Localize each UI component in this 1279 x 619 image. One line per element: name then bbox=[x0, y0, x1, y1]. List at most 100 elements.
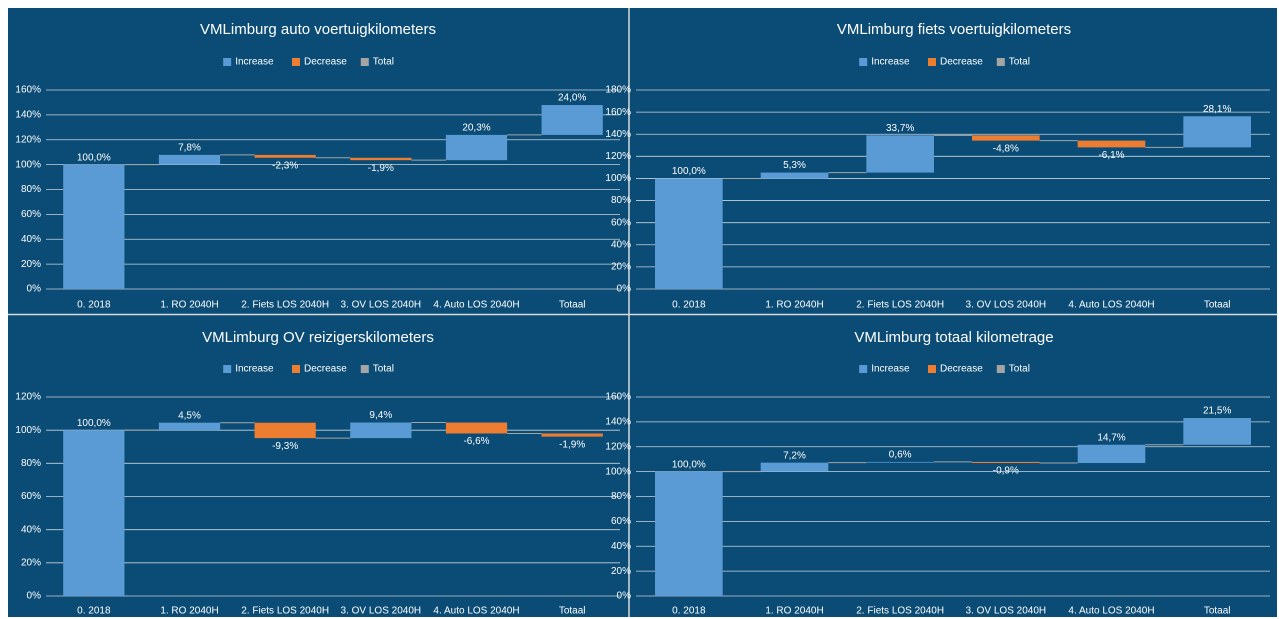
y-tick-label: 120% bbox=[15, 134, 41, 145]
bar bbox=[760, 462, 829, 472]
x-tick-label: 2. Fiets LOS 2040H bbox=[856, 300, 944, 311]
x-tick-label: 0. 2018 bbox=[77, 606, 111, 617]
y-tick-label: 20% bbox=[611, 262, 631, 273]
value-label: 100,0% bbox=[77, 418, 111, 429]
y-tick-label: 80% bbox=[21, 184, 41, 195]
legend-swatch bbox=[928, 365, 936, 373]
legend-label: Decrease bbox=[304, 57, 347, 68]
value-label: 5,3% bbox=[783, 160, 806, 171]
bar bbox=[158, 422, 221, 431]
legend-label: Total bbox=[1009, 57, 1030, 68]
legend-label: Total bbox=[1009, 364, 1030, 375]
legend-swatch bbox=[996, 365, 1005, 373]
bar bbox=[655, 471, 723, 596]
y-tick-label: 0% bbox=[617, 591, 632, 602]
y-tick-label: 80% bbox=[21, 458, 41, 469]
x-tick-label: 1. RO 2040H bbox=[765, 300, 823, 311]
y-tick-label: 140% bbox=[605, 129, 631, 140]
x-tick-label: Totaal bbox=[559, 300, 586, 311]
y-tick-label: 0% bbox=[27, 284, 42, 295]
bar bbox=[866, 135, 934, 173]
legend-label: Decrease bbox=[304, 364, 347, 375]
legend-swatch bbox=[360, 365, 369, 373]
legend-swatch bbox=[859, 365, 868, 373]
value-label: 21,5% bbox=[1203, 406, 1231, 417]
y-tick-label: 60% bbox=[21, 491, 41, 502]
y-tick-label: 140% bbox=[605, 417, 631, 428]
value-label: 100,0% bbox=[672, 459, 706, 470]
legend-swatch bbox=[292, 58, 300, 66]
legend-label: Increase bbox=[871, 57, 910, 68]
x-tick-label: 3. OV LOS 2040H bbox=[966, 606, 1047, 617]
x-tick-label: Totaal bbox=[1204, 606, 1231, 617]
x-tick-label: 0. 2018 bbox=[77, 300, 111, 311]
bar bbox=[158, 154, 221, 165]
y-tick-label: 20% bbox=[21, 259, 41, 270]
legend-swatch bbox=[928, 58, 936, 66]
value-label: -9,3% bbox=[272, 441, 298, 452]
legend-swatch bbox=[996, 58, 1005, 66]
legend-label: Increase bbox=[235, 57, 274, 68]
y-tick-label: 120% bbox=[605, 151, 631, 162]
legend-label: Total bbox=[373, 364, 394, 375]
legend-swatch bbox=[223, 365, 232, 373]
y-tick-label: 100% bbox=[15, 159, 41, 170]
bar bbox=[541, 105, 603, 135]
y-tick-label: 40% bbox=[21, 234, 41, 245]
bar bbox=[350, 422, 412, 439]
value-label: 7,2% bbox=[783, 450, 806, 461]
bar bbox=[1077, 444, 1146, 464]
x-tick-label: Totaal bbox=[559, 606, 586, 617]
y-tick-label: 40% bbox=[611, 239, 631, 250]
x-tick-label: 3. OV LOS 2040H bbox=[966, 300, 1047, 311]
legend-label: Increase bbox=[871, 364, 910, 375]
value-label: -2,3% bbox=[272, 160, 298, 171]
value-label: 28,1% bbox=[1203, 104, 1231, 115]
x-tick-label: 1. RO 2040H bbox=[765, 606, 823, 617]
y-tick-label: 160% bbox=[15, 85, 41, 96]
bar bbox=[63, 164, 125, 289]
legend-swatch bbox=[859, 58, 868, 66]
value-label: -6,1% bbox=[1098, 150, 1124, 161]
y-tick-label: 60% bbox=[611, 516, 631, 527]
value-label: 4,5% bbox=[178, 410, 201, 421]
y-tick-label: 80% bbox=[611, 491, 631, 502]
y-tick-label: 20% bbox=[611, 566, 631, 577]
bar bbox=[254, 154, 316, 158]
bar bbox=[760, 172, 829, 179]
value-label: 24,0% bbox=[558, 93, 586, 104]
bar bbox=[63, 430, 125, 596]
x-tick-label: 0. 2018 bbox=[672, 300, 706, 311]
y-tick-label: 100% bbox=[15, 425, 41, 436]
value-label: 33,7% bbox=[886, 123, 914, 134]
y-tick-label: 140% bbox=[15, 110, 41, 121]
value-label: 9,4% bbox=[369, 410, 392, 421]
value-label: 7,8% bbox=[178, 143, 201, 154]
value-label: -6,6% bbox=[463, 436, 489, 447]
bar bbox=[445, 134, 508, 161]
chart-title: VMLimburg totaal kilometrage bbox=[854, 329, 1053, 346]
value-label: 20,3% bbox=[462, 123, 490, 134]
y-tick-label: 80% bbox=[611, 195, 631, 206]
value-label: -4,8% bbox=[993, 143, 1019, 154]
bar bbox=[445, 422, 508, 434]
legend-swatch bbox=[292, 365, 300, 373]
value-label: 14,7% bbox=[1097, 432, 1125, 443]
y-tick-label: 60% bbox=[21, 209, 41, 220]
y-tick-label: 20% bbox=[21, 557, 41, 568]
legend-label: Increase bbox=[235, 364, 274, 375]
y-tick-label: 0% bbox=[617, 284, 632, 295]
x-tick-label: 2. Fiets LOS 2040H bbox=[241, 606, 329, 617]
legend-label: Total bbox=[373, 57, 394, 68]
panel-background bbox=[8, 8, 1277, 617]
bar bbox=[972, 461, 1040, 464]
bar bbox=[1077, 140, 1146, 148]
x-tick-label: 2. Fiets LOS 2040H bbox=[856, 606, 944, 617]
x-tick-label: 4. Auto LOS 2040H bbox=[433, 606, 519, 617]
value-label: 0,6% bbox=[889, 450, 912, 461]
x-tick-label: 3. OV LOS 2040H bbox=[341, 606, 422, 617]
bar bbox=[254, 422, 316, 439]
chart-title: VMLimburg fiets voertuigkilometers bbox=[837, 21, 1071, 38]
legend-swatch bbox=[360, 58, 369, 66]
